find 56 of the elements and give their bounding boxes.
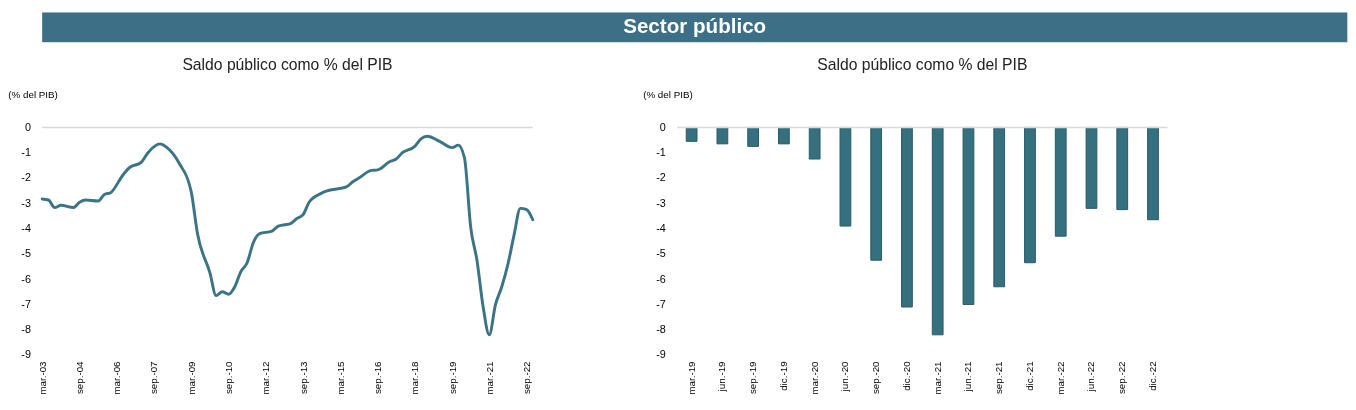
y-tick-label: -8 <box>656 323 666 336</box>
x-tick-label: sep.-19 <box>446 361 458 395</box>
x-tick-label: sep.-19 <box>747 361 759 395</box>
x-tick-label: dic.-19 <box>777 361 789 391</box>
y-tick-label: -3 <box>21 196 31 209</box>
x-tick-label: dic.-22 <box>1146 361 1158 391</box>
x-tick-label: mar.-03 <box>36 360 48 395</box>
x-tick-label: mar.-20 <box>808 360 820 395</box>
y-tick-label: -8 <box>21 323 31 336</box>
x-tick-label: mar.-06 <box>111 360 123 395</box>
x-tick-label: mar.-12 <box>260 361 272 395</box>
y-tick-label: -2 <box>656 171 666 184</box>
y-tick-label: 0 <box>659 120 666 133</box>
x-tick-label: mar.-18 <box>409 360 421 395</box>
x-tick-label: mar.-09 <box>185 361 197 395</box>
x-tick-label: mar.-22 <box>1054 361 1066 395</box>
y-tick-label: -5 <box>656 247 666 260</box>
x-tick-label: sep.-07 <box>148 361 160 395</box>
y-tick-label: -1 <box>656 146 666 159</box>
y-tick-label: -2 <box>21 171 31 184</box>
x-tick-label: sep.-22 <box>1116 361 1128 395</box>
x-tick-label: mar.-19 <box>685 361 697 395</box>
x-tick-label: jun.-20 <box>839 360 851 393</box>
x-tick-label: jun.-22 <box>1085 361 1097 393</box>
y-tick-label: -6 <box>656 272 666 285</box>
x-tick-label: mar.-15 <box>334 360 346 395</box>
x-tick-label: sep.-10 <box>223 360 234 395</box>
y-axis-title: (% del PIB) <box>8 89 58 101</box>
x-tick-label: jun.-21 <box>962 361 974 393</box>
y-tick-label: -6 <box>21 272 31 285</box>
y-tick-label: -1 <box>21 146 31 159</box>
y-tick-label: -5 <box>21 247 31 260</box>
x-tick-label: sep.-13 <box>297 360 309 395</box>
y-tick-label: -9 <box>656 348 666 361</box>
line-series <box>40 134 535 337</box>
y-tick-label: -7 <box>21 297 31 310</box>
y-tick-label: -7 <box>656 297 666 310</box>
y-tick-label: -4 <box>21 222 31 235</box>
y-axis-title: (% del PIB) <box>643 89 693 101</box>
y-tick-label: -4 <box>656 222 666 235</box>
x-tick-label: sep.-04 <box>74 360 86 395</box>
x-tick-label: dic.-21 <box>1023 361 1035 391</box>
chart-title: Saldo público como % del PIB <box>817 55 1028 73</box>
x-tick-label: sep.-16 <box>372 360 384 395</box>
x-tick-label: sep.-20 <box>870 360 882 395</box>
x-tick-label: mar.-21 <box>931 361 943 395</box>
x-tick-label: jun.-19 <box>716 361 728 393</box>
chart-title: Saldo público como % del PIB <box>182 55 393 73</box>
x-tick-label: mar.-21 <box>483 361 495 395</box>
text: Sector público <box>623 14 767 38</box>
y-tick-label: 0 <box>24 120 31 133</box>
x-tick-label: dic.-20 <box>900 360 912 391</box>
x-tick-label: sep.-21 <box>993 361 1005 395</box>
y-tick-label: -3 <box>656 196 666 209</box>
x-tick-label: sep.-22 <box>521 361 533 395</box>
y-tick-label: -9 <box>21 348 31 361</box>
